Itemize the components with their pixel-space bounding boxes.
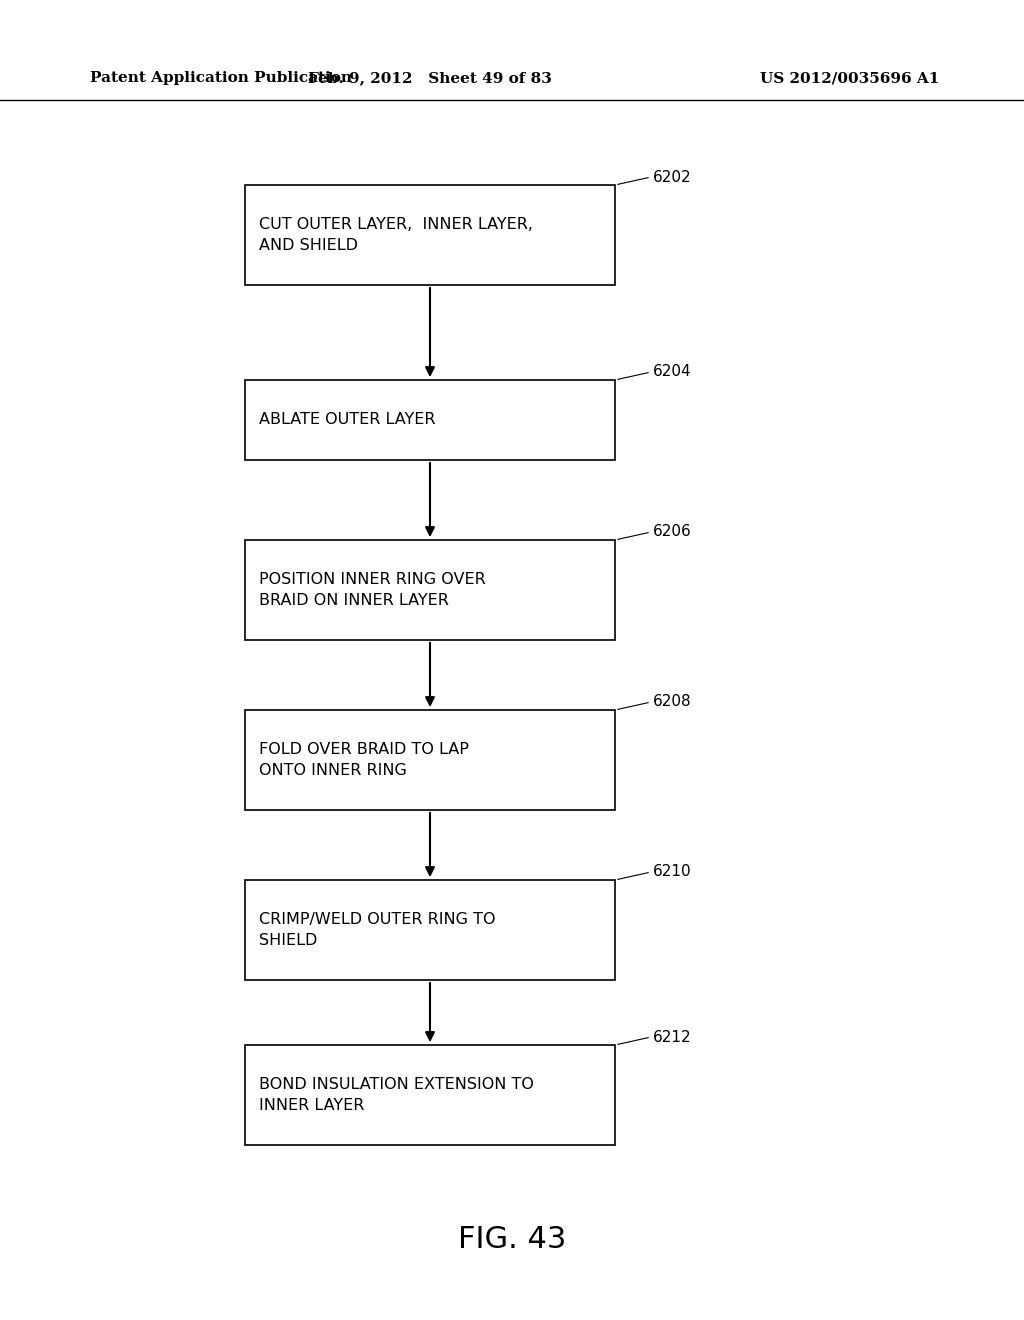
Bar	[245, 710, 615, 810]
Text: Patent Application Publication: Patent Application Publication	[90, 71, 352, 84]
Bar	[245, 1045, 615, 1144]
Text: 6210: 6210	[653, 865, 691, 879]
Text: FOLD OVER BRAID TO LAP
ONTO INNER RING: FOLD OVER BRAID TO LAP ONTO INNER RING	[259, 742, 469, 777]
Text: 6208: 6208	[653, 694, 691, 710]
Text: 6204: 6204	[653, 364, 691, 380]
Text: Feb. 9, 2012   Sheet 49 of 83: Feb. 9, 2012 Sheet 49 of 83	[308, 71, 552, 84]
Bar	[245, 540, 615, 640]
Text: US 2012/0035696 A1: US 2012/0035696 A1	[760, 71, 939, 84]
Text: ABLATE OUTER LAYER: ABLATE OUTER LAYER	[259, 412, 435, 428]
Text: BOND INSULATION EXTENSION TO
INNER LAYER: BOND INSULATION EXTENSION TO INNER LAYER	[259, 1077, 534, 1113]
Text: POSITION INNER RING OVER
BRAID ON INNER LAYER: POSITION INNER RING OVER BRAID ON INNER …	[259, 572, 485, 609]
Bar	[245, 185, 615, 285]
Text: 6202: 6202	[653, 169, 691, 185]
Text: 6212: 6212	[653, 1030, 691, 1044]
Text: 6206: 6206	[653, 524, 692, 540]
Text: CUT OUTER LAYER,  INNER LAYER,
AND SHIELD: CUT OUTER LAYER, INNER LAYER, AND SHIELD	[259, 216, 534, 253]
Bar	[245, 380, 615, 459]
Text: CRIMP/WELD OUTER RING TO
SHIELD: CRIMP/WELD OUTER RING TO SHIELD	[259, 912, 496, 948]
Bar	[245, 880, 615, 979]
Text: FIG. 43: FIG. 43	[458, 1225, 566, 1254]
